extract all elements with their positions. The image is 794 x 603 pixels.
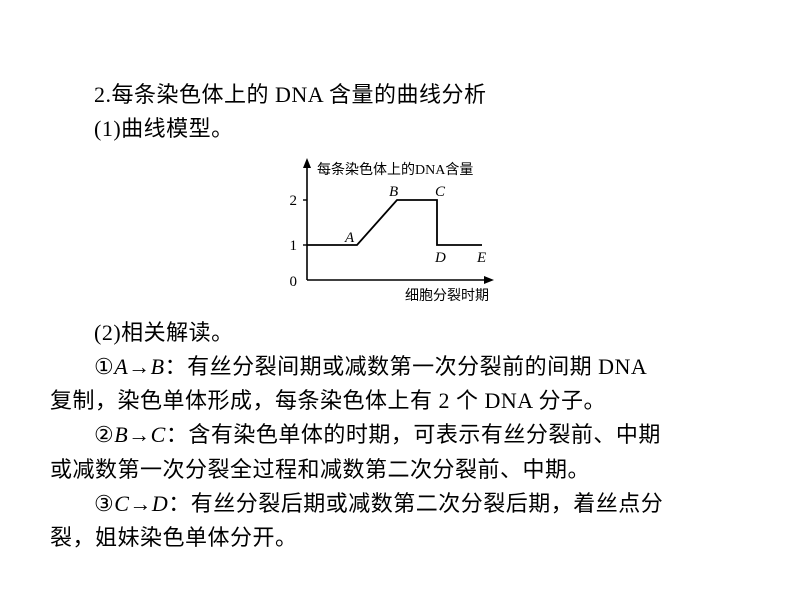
segment-AB: A→B [114, 354, 164, 379]
segment-CD: C→D [114, 491, 168, 516]
subsection-1: (1)曲线模型。 [50, 112, 744, 146]
point-E: E [476, 250, 486, 266]
tick-label-2: 2 [290, 193, 298, 209]
para-1-text-a: ：有丝分裂间期或减数第一次分裂前的间期 DNA [165, 354, 648, 379]
circled-1: ① [94, 354, 114, 379]
y-axis-label: 每条染色体上的DNA含量 [317, 161, 473, 178]
para-1-line-1: ①A→B：有丝分裂间期或减数第一次分裂前的间期 DNA [50, 350, 744, 384]
document-body: 2.每条染色体上的 DNA 含量的曲线分析 (1)曲线模型。 每条染色体上的DN… [0, 0, 794, 555]
para-3-line-1: ③C→D：有丝分裂后期或减数第二次分裂后期，着丝点分 [50, 487, 744, 521]
tick-label-1: 1 [290, 238, 298, 254]
segment-BC: B→C [114, 422, 166, 447]
tick-label-0: 0 [290, 274, 298, 290]
para-3-text-a: ：有丝分裂后期或减数第二次分裂后期，着丝点分 [168, 491, 663, 516]
point-D: D [434, 250, 446, 266]
chart-container: 每条染色体上的DNA含量 细胞分裂时期 0 1 2 A B C D E [50, 150, 744, 310]
dna-content-chart: 每条染色体上的DNA含量 细胞分裂时期 0 1 2 A B C D E [257, 150, 537, 310]
para-3-line-2: 裂，姐妹染色单体分开。 [50, 521, 744, 555]
point-B: B [389, 184, 398, 200]
subsection-2: (2)相关解读。 [50, 316, 744, 350]
para-1-line-2: 复制，染色单体形成，每条染色体上有 2 个 DNA 分子。 [50, 384, 744, 418]
y-axis-arrow [303, 158, 311, 168]
x-axis-label: 细胞分裂时期 [405, 288, 489, 304]
circled-3: ③ [94, 491, 114, 516]
para-2-line-2: 或减数第一次分裂全过程和减数第二次分裂前、中期。 [50, 453, 744, 487]
chart-svg: 每条染色体上的DNA含量 细胞分裂时期 0 1 2 A B C D E [257, 150, 537, 310]
para-2-line-1: ②B→C：含有染色单体的时期，可表示有丝分裂前、中期 [50, 418, 744, 452]
point-A: A [344, 230, 355, 246]
para-2-text-a: ：含有染色单体的时期，可表示有丝分裂前、中期 [166, 422, 661, 447]
circled-2: ② [94, 422, 114, 447]
point-C: C [435, 184, 446, 200]
x-axis-arrow [484, 276, 494, 284]
section-title: 2.每条染色体上的 DNA 含量的曲线分析 [50, 78, 744, 112]
curve-line [307, 200, 482, 245]
